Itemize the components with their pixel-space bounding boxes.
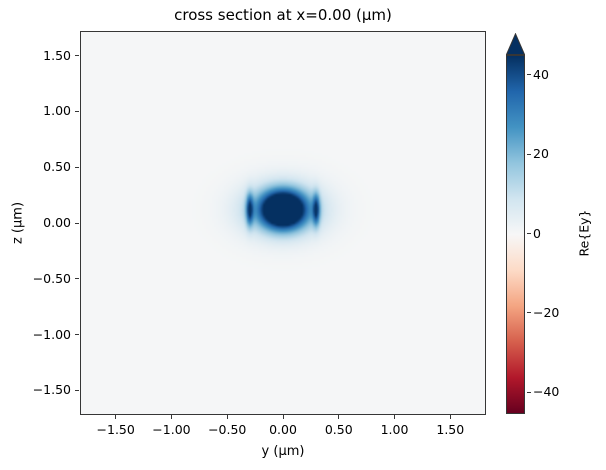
y-tick-label: 1.00 (43, 103, 71, 119)
x-tick-mark (226, 415, 228, 419)
y-tick-mark (75, 166, 79, 168)
heatmap-canvas (81, 32, 485, 414)
colorbar-tick-mark (527, 153, 531, 155)
y-tick-mark (75, 110, 79, 112)
colorbar-tick-mark (527, 312, 531, 314)
x-tick-label: 0.50 (324, 422, 353, 437)
y-tick-mark (75, 389, 79, 391)
y-tick-label: 0.50 (43, 159, 71, 175)
x-tick-mark (394, 415, 396, 419)
colorbar-tick-label: −20 (533, 304, 560, 320)
x-tick-label: 1.00 (380, 422, 409, 437)
colorbar-max-arrow-icon (506, 33, 525, 55)
colorbar-tick-mark (527, 74, 531, 76)
x-tick-label: 1.50 (436, 422, 465, 437)
y-tick-mark (75, 278, 79, 280)
colorbar-label: Re{Ey} (576, 209, 592, 257)
colorbar-tick-mark (527, 391, 531, 393)
colorbar-tick-label: 40 (533, 66, 549, 82)
x-tick-mark (449, 415, 451, 419)
page-title: cross section at x=0.00 (μm) (174, 6, 392, 24)
x-tick-mark (170, 415, 172, 419)
colorbar-gradient (507, 56, 524, 413)
y-tick-label: −1.00 (32, 326, 71, 342)
x-tick-label: −0.50 (208, 422, 247, 437)
plot-area (80, 31, 486, 415)
y-tick-label: −1.50 (32, 382, 71, 398)
colorbar-tick-label: −40 (533, 384, 560, 400)
colorbar (506, 55, 525, 414)
y-tick-label: 0.00 (43, 215, 71, 230)
x-axis-label: y (μm) (261, 444, 305, 459)
y-tick-mark (75, 334, 79, 336)
y-tick-label: −0.50 (32, 270, 71, 286)
y-tick-mark (75, 222, 79, 224)
x-tick-label: −1.50 (96, 422, 135, 437)
x-tick-mark (282, 415, 284, 419)
y-tick-mark (75, 55, 79, 57)
colorbar-tick-label: 0 (533, 225, 541, 241)
colorbar-tick-label: 20 (533, 146, 549, 162)
x-tick-mark (115, 415, 117, 419)
x-tick-label: −1.00 (152, 422, 191, 437)
x-tick-mark (338, 415, 340, 419)
colorbar-tick-mark (527, 233, 531, 234)
y-tick-label: 1.50 (43, 47, 71, 63)
x-tick-label: 0.00 (269, 422, 297, 437)
